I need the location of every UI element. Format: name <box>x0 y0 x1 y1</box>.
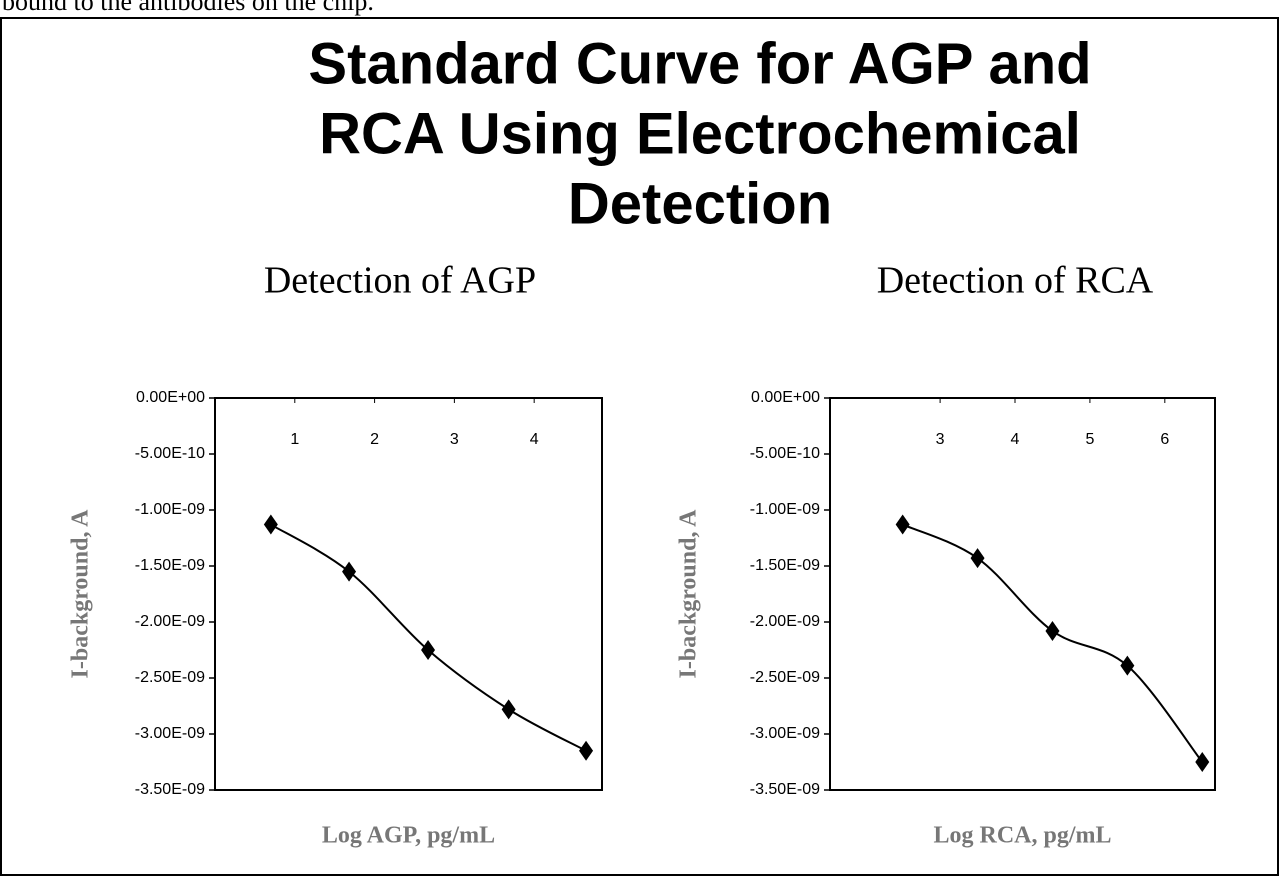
slide-title: Standard Curve for AGP and <box>308 31 1091 96</box>
y-tick-label: -1.50E-09 <box>135 557 205 574</box>
marker <box>970 548 985 569</box>
y-tick-label: -5.00E-10 <box>750 445 820 462</box>
marker <box>895 514 910 535</box>
y-tick-label: -2.00E-09 <box>750 613 820 630</box>
series-line <box>270 523 587 752</box>
series-line <box>902 523 1204 763</box>
x-tick-label: 2 <box>370 431 379 448</box>
marker <box>1195 752 1210 772</box>
y-tick-label: -3.50E-09 <box>750 781 820 798</box>
y-tick-label: -5.00E-10 <box>135 445 205 462</box>
x-axis-label: Log RCA, pg/mL <box>933 823 1111 849</box>
y-axis-label: I-background, A <box>68 509 94 679</box>
x-tick-label: 6 <box>1160 431 1169 448</box>
y-tick-label: -1.00E-09 <box>750 501 820 518</box>
y-axis-label: I-background, A <box>676 509 702 679</box>
y-tick-label: -3.00E-09 <box>750 725 820 742</box>
x-tick-label: 3 <box>936 431 945 448</box>
x-tick-label: 5 <box>1085 431 1094 448</box>
x-tick-label: 1 <box>290 431 299 448</box>
marker <box>579 740 594 761</box>
x-tick-label: 3 <box>450 431 459 448</box>
y-tick-label: -3.00E-09 <box>135 725 205 742</box>
y-tick-label: 0.00E+00 <box>751 389 820 406</box>
x-axis-label: Log AGP, pg/mL <box>322 823 495 849</box>
plot-area <box>214 397 603 791</box>
y-tick-label: -2.00E-09 <box>135 613 205 630</box>
marker <box>421 640 436 660</box>
y-tick-label: 0.00E+00 <box>136 389 205 406</box>
chart-title: Detection of RCA <box>877 260 1154 302</box>
plot-area <box>829 397 1216 791</box>
y-tick-label: -3.50E-09 <box>135 781 205 798</box>
marker <box>1045 620 1060 641</box>
caption: bound to the antibodies on the chip. <box>2 0 374 16</box>
y-tick-label: -2.50E-09 <box>135 669 205 686</box>
slide-border <box>0 17 1279 876</box>
slide-title: Detection <box>568 171 832 236</box>
marker <box>1120 655 1135 676</box>
y-tick-label: -1.50E-09 <box>750 557 820 574</box>
y-tick-label: -2.50E-09 <box>750 669 820 686</box>
marker <box>342 561 357 582</box>
chart-title: Detection of AGP <box>264 260 536 302</box>
marker <box>263 514 278 535</box>
x-tick-label: 4 <box>1011 431 1020 448</box>
x-tick-label: 4 <box>530 431 539 448</box>
slide-title: RCA Using Electrochemical <box>319 101 1081 166</box>
y-tick-label: -1.00E-09 <box>135 501 205 518</box>
marker <box>501 699 516 720</box>
